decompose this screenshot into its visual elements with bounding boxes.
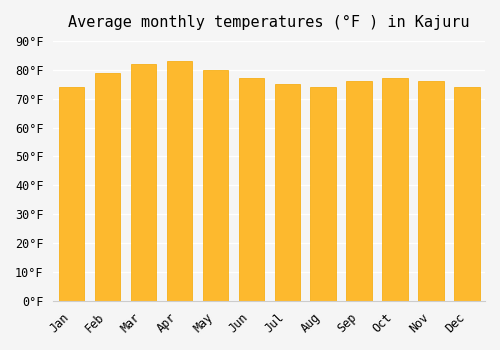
Bar (454, 87, 479, 301)
Bar (382, 78, 407, 301)
Bar (346, 81, 372, 301)
Bar (166, 61, 192, 301)
Bar (238, 78, 264, 301)
Bar (274, 84, 299, 301)
Bar (130, 64, 156, 301)
Bar (310, 87, 336, 301)
Bar (94, 73, 120, 301)
Bar (202, 70, 228, 301)
Bar (418, 81, 444, 301)
Bar (58, 87, 84, 301)
Title: Average monthly temperatures (°F ) in Kajuru: Average monthly temperatures (°F ) in Ka… (68, 15, 470, 30)
